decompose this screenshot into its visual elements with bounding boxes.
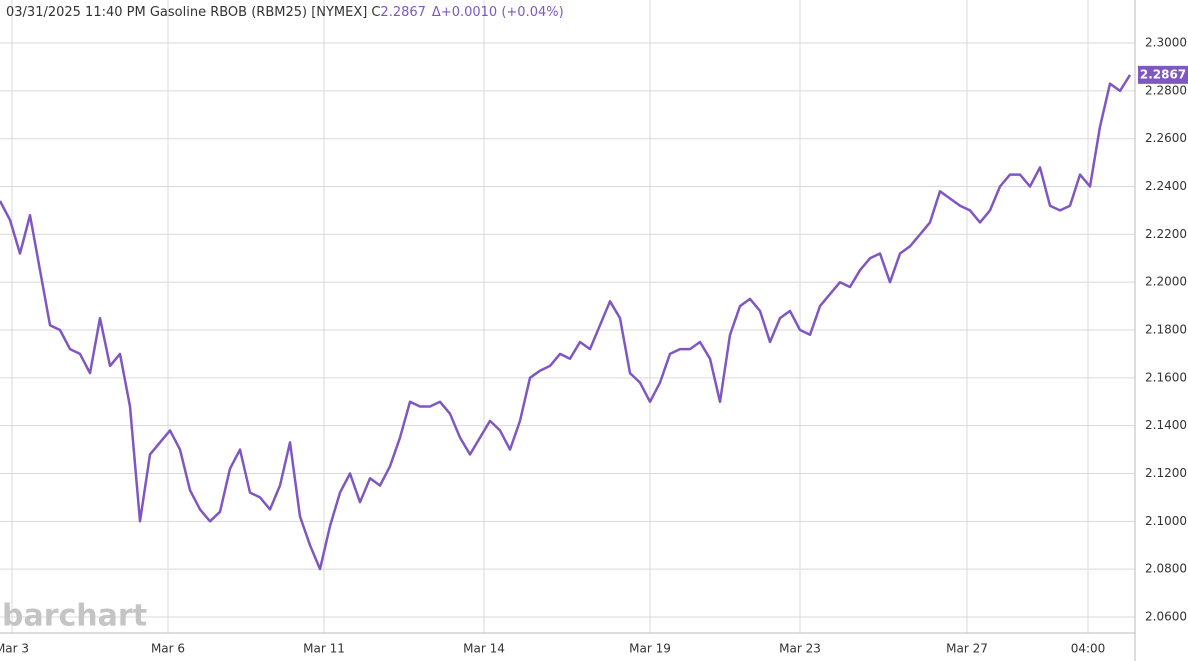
x-tick-label: Mar 11	[303, 642, 345, 656]
y-tick-label: 2.2000	[1145, 275, 1187, 289]
x-tick-label: Mar 27	[946, 642, 988, 656]
y-tick-label: 2.1400	[1145, 418, 1187, 432]
price-change: Δ+0.0010 (+0.04%)	[432, 5, 564, 20]
y-tick-label: 2.2600	[1145, 131, 1187, 145]
chart-title: 03/31/2025 11:40 PM Gasoline RBOB (RBM25…	[6, 5, 367, 20]
y-tick-label: 2.0600	[1145, 609, 1187, 623]
y-tick-label: 2.3000	[1145, 36, 1187, 50]
close-label: C	[371, 5, 380, 20]
y-tick-label: 2.1600	[1145, 370, 1187, 384]
y-tick-label: 2.2400	[1145, 179, 1187, 193]
x-tick-label: Mar 6	[151, 642, 185, 656]
watermark: barchart	[2, 599, 147, 634]
last-price: 2.2867	[380, 5, 426, 20]
y-tick-label: 2.0800	[1145, 562, 1187, 576]
x-tick-label: Mar 14	[463, 642, 505, 656]
x-tick-label: Mar 3	[0, 642, 29, 656]
y-tick-label: 2.1800	[1145, 323, 1187, 337]
grid	[0, 0, 1135, 633]
chart-header: 03/31/2025 11:40 PM Gasoline RBOB (RBM25…	[6, 5, 564, 20]
price-badge	[1138, 65, 1188, 84]
y-tick-label: 2.2800	[1145, 83, 1187, 97]
x-tick-label: Mar 23	[779, 642, 821, 656]
x-tick-label: Mar 19	[629, 642, 671, 656]
y-tick-label: 2.2200	[1145, 227, 1187, 241]
price-badge-label: 2.2867	[1140, 67, 1186, 81]
price-line	[0, 74, 1132, 571]
x-tick-label: 04:00	[1071, 642, 1106, 656]
y-tick-label: 2.1200	[1145, 466, 1187, 480]
y-tick-label: 2.1000	[1145, 514, 1187, 528]
